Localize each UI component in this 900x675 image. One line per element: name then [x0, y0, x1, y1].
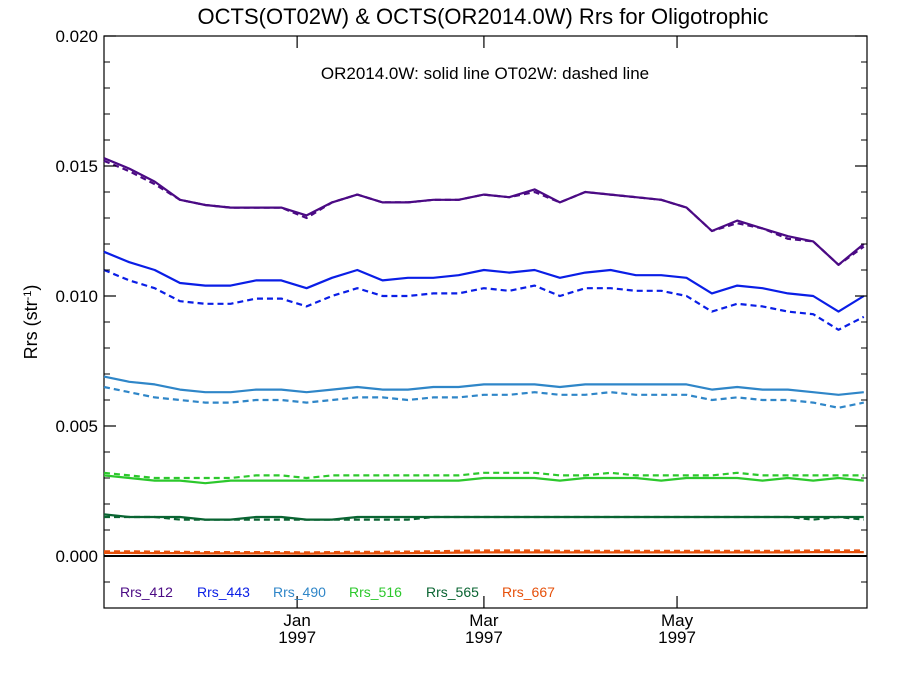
- legend-entry-Rrs_443: Rrs_443: [197, 584, 250, 600]
- x-tick-label-year: 1997: [658, 628, 696, 647]
- y-axis-label-close: ): [21, 285, 41, 291]
- x-tick-label-month: Mar: [469, 611, 499, 630]
- y-axis-label: Rrs (str-1): [21, 285, 41, 360]
- y-tick-label: 0.005: [55, 417, 98, 436]
- legend-entry-Rrs_412: Rrs_412: [120, 584, 173, 600]
- y-tick-label: 0.015: [55, 157, 98, 176]
- series-line-Rrs_565-dashed: [104, 515, 864, 521]
- legend: Rrs_412 Rrs_443 Rrs_490 Rrs_516 Rrs_565 Rrs_6…: [120, 584, 555, 600]
- series-line-Rrs_490-solid: [103, 375, 864, 396]
- series-line-Rrs_443-solid: [103, 250, 865, 313]
- y-tick-label: 0.000: [55, 547, 98, 566]
- chart-title: OCTS(OT02W) & OCTS(OR2014.0W) Rrs for Ol…: [198, 4, 769, 29]
- y-tick-label: 0.020: [55, 27, 98, 46]
- x-tick-label-month: May: [661, 611, 694, 630]
- y-axis-label-sup: -1: [22, 291, 34, 301]
- plot-border: [103, 35, 868, 609]
- legend-entry-Rrs_490: Rrs_490: [273, 584, 326, 600]
- series-line-Rrs_516-dashed: [103, 471, 864, 480]
- series-line-Rrs_516-solid: [103, 474, 864, 485]
- series-line-Rrs_443-dashed: [103, 268, 865, 331]
- series-line-Rrs_490-dashed: [103, 385, 865, 409]
- legend-entry-Rrs_516: Rrs_516: [349, 584, 402, 600]
- legend-entry-Rrs_565: Rrs_565: [426, 584, 479, 600]
- series-line-Rrs_667-solid: [104, 550, 864, 555]
- x-tick-label-month: Jan: [283, 611, 310, 630]
- series-line-Rrs_667-dashed: [104, 549, 864, 554]
- y-axis-label-main: Rrs (str: [21, 300, 41, 359]
- x-tick-label-year: 1997: [465, 628, 503, 647]
- y-tick-label: 0.010: [55, 287, 98, 306]
- y-ticks: 0.000 0.005 0.010 0.015 0.020: [55, 27, 867, 609]
- series-line-Rrs_412-solid: [103, 157, 865, 266]
- chart-subtitle: OR2014.0W: solid line OT02W: dashed line: [321, 64, 649, 83]
- series-layer: [103, 157, 865, 555]
- plot-frame: [103, 35, 868, 609]
- x-tick-label-year: 1997: [278, 628, 316, 647]
- series-line-Rrs_412-dashed: [103, 159, 865, 266]
- legend-entry-Rrs_667: Rrs_667: [502, 584, 555, 600]
